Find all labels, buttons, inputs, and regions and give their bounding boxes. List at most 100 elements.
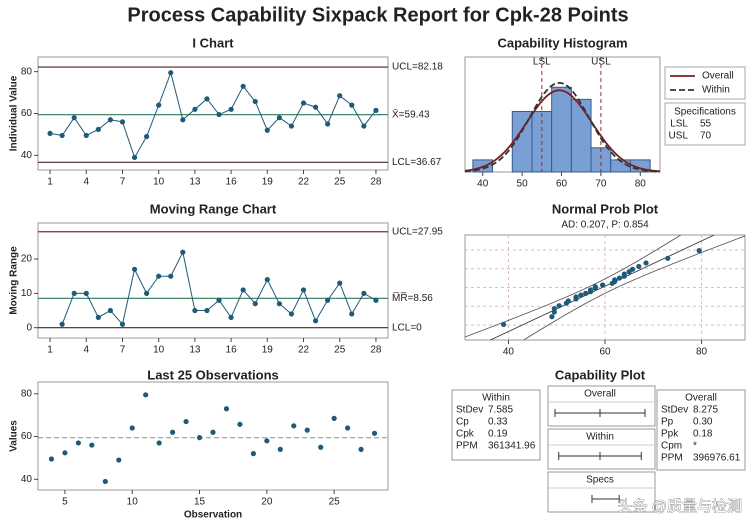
x-tick-label: 10 (153, 345, 165, 356)
data-point (349, 311, 355, 317)
x-tick-label: 10 (127, 497, 139, 508)
y-tick-label: 80 (21, 66, 33, 77)
stat-name: PPM (661, 453, 683, 464)
y-axis-label: Individual Value (9, 75, 20, 151)
data-point (59, 132, 65, 139)
data-point (62, 450, 68, 456)
data-point (95, 126, 101, 133)
y-tick-label: 40 (21, 150, 33, 161)
y-axis-label: Moving Range (9, 246, 20, 315)
data-point (170, 429, 176, 435)
x-tick-label: 13 (189, 345, 201, 356)
plot-frame (37, 381, 389, 491)
stat-name: PPM (456, 441, 478, 452)
specs-title: Specifications (674, 107, 736, 118)
x-tick-label: 10 (153, 177, 165, 188)
data-point (83, 290, 89, 296)
data-point (361, 290, 367, 296)
x-tick-label: 19 (262, 177, 274, 188)
x-tick-label: 25 (334, 177, 346, 188)
data-point (599, 282, 606, 288)
limit-label: X̄=59.43 (392, 108, 430, 121)
data-point (264, 277, 270, 283)
data-point (168, 273, 174, 279)
data-point (47, 130, 53, 136)
data-point (264, 438, 270, 444)
stat-name: Cpm (661, 441, 682, 452)
data-point (252, 301, 258, 307)
data-point (578, 292, 584, 298)
data-line (49, 71, 377, 159)
stat-value: * (693, 441, 697, 452)
y-axis-label: Values (9, 420, 20, 452)
data-point (665, 255, 671, 261)
x-tick-label: 19 (262, 345, 274, 356)
data-point (371, 430, 378, 436)
stats-title: Within (482, 393, 510, 404)
data-point (131, 154, 138, 161)
histogram-bar (511, 110, 533, 173)
x-tick-label: 25 (334, 345, 346, 356)
y-tick-label: 60 (21, 108, 33, 119)
data-point (75, 440, 81, 446)
data-point (373, 107, 379, 113)
x-tick-label: 16 (226, 345, 238, 356)
data-point (119, 119, 126, 125)
chart-title: Last 25 Observations (147, 367, 279, 382)
limit-label: LCL=36.67 (392, 157, 442, 168)
spec-name: LSL (670, 119, 688, 130)
histogram-bar (570, 98, 592, 173)
data-point (183, 418, 189, 425)
x-axis-label: Observation (184, 510, 242, 521)
data-point (264, 127, 270, 133)
x-tick-label: 1 (47, 345, 53, 356)
data-point (331, 415, 337, 421)
confidence-band (523, 235, 745, 340)
x-tick-label: 28 (370, 177, 382, 188)
data-point (204, 96, 210, 102)
limit-label: LCL=0 (392, 322, 422, 333)
data-point (180, 117, 186, 123)
stats-box (656, 389, 746, 471)
chart-title: Capability Histogram (497, 35, 627, 50)
chart-title: I Chart (192, 35, 234, 50)
data-point (143, 392, 149, 398)
x-tick-label: 28 (370, 345, 382, 356)
stat-value: 361341.96 (488, 441, 536, 452)
watermark: 头条 @质量与检测 (618, 498, 742, 515)
data-point (71, 290, 77, 296)
data-point (288, 311, 295, 317)
plot-frame (37, 222, 389, 339)
spec-label: LSL (533, 57, 551, 68)
data-point (337, 93, 343, 99)
data-point (696, 247, 702, 254)
data-point (168, 70, 174, 76)
data-point (573, 294, 579, 300)
data-point (592, 284, 598, 290)
data-point (192, 307, 198, 314)
report-title: Process Capability Sixpack Report for Cp… (127, 4, 628, 26)
stat-value: 0.19 (488, 429, 508, 440)
data-point (587, 287, 594, 293)
data-point (107, 117, 114, 123)
data-point (223, 406, 230, 412)
stat-value: 0.30 (693, 417, 713, 428)
x-tick-label: 40 (477, 179, 489, 190)
data-point (312, 318, 319, 324)
plot-frame (37, 56, 389, 171)
stat-name: StDev (456, 405, 483, 416)
data-point (549, 314, 555, 320)
interval-box (547, 428, 656, 470)
data-point (345, 425, 351, 431)
data-point (291, 423, 297, 429)
data-point (616, 275, 623, 281)
x-tick-label: 7 (120, 345, 126, 356)
interval-label: Specs (586, 475, 614, 486)
density-curve (464, 89, 661, 173)
legend-label: Within (702, 85, 730, 96)
data-point (318, 444, 324, 450)
data-point (210, 429, 216, 435)
legend-box (664, 66, 746, 100)
data-point (325, 297, 331, 303)
